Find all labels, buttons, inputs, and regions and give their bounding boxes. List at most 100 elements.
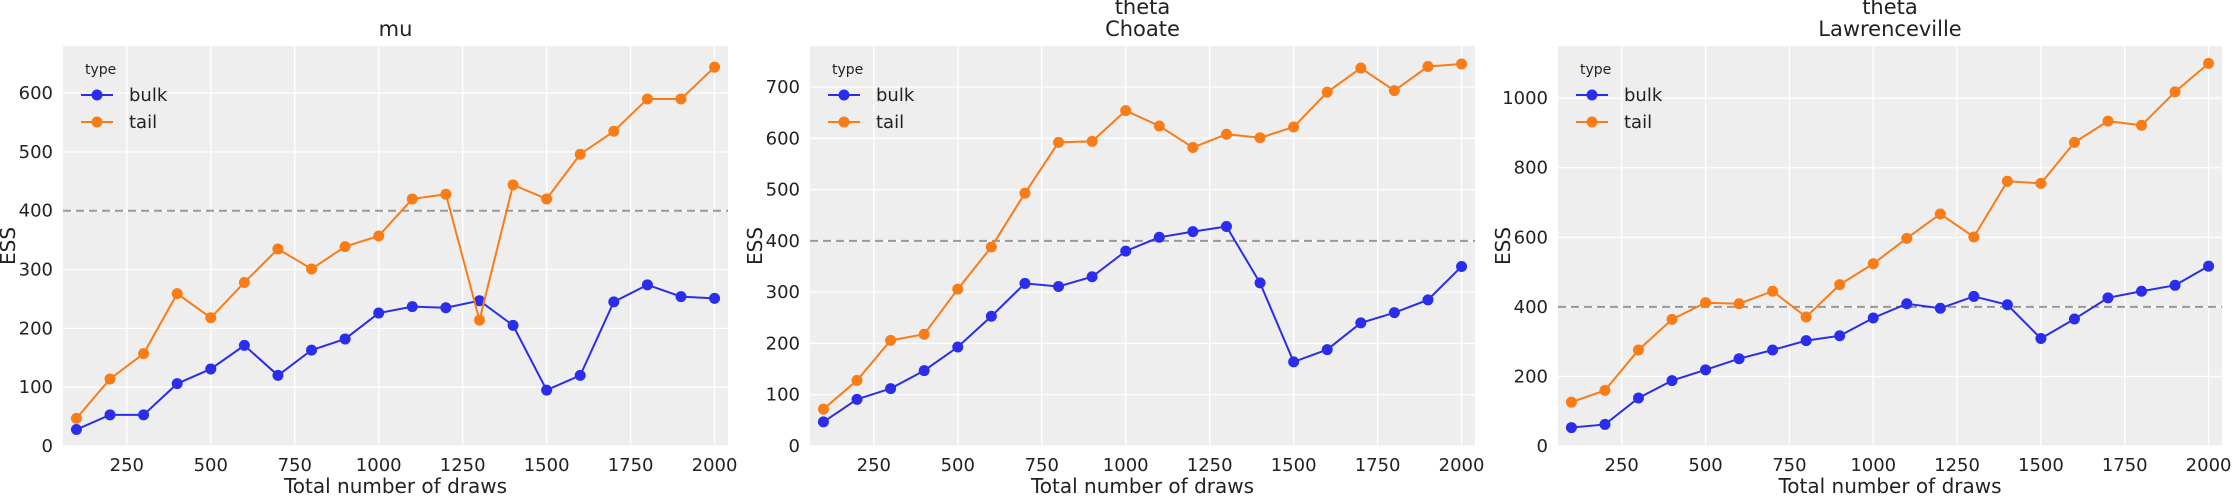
chart-title: Choate [1105, 17, 1180, 41]
legend: type bulk tail [1576, 62, 1663, 133]
data-point-bulk [1700, 364, 1712, 376]
legend-label: bulk [876, 85, 915, 106]
x-tick-label: 750 [1025, 455, 1059, 476]
data-point-bulk [1599, 418, 1611, 430]
x-tick-label: 250 [110, 455, 144, 476]
data-point-bulk [339, 333, 351, 345]
legend-swatch-marker [91, 89, 103, 101]
legend-label: tail [1624, 112, 1652, 133]
y-tick-label: 0 [1537, 436, 1548, 457]
x-tick-label: 2000 [2186, 455, 2232, 476]
data-point-tail [272, 243, 284, 255]
data-point-tail [473, 314, 485, 326]
data-point-tail [339, 241, 351, 253]
data-point-tail [1086, 135, 1098, 147]
data-point-bulk [1901, 298, 1913, 310]
data-point-bulk [440, 302, 452, 314]
data-point-bulk [1254, 277, 1266, 289]
y-tick-label: 600 [19, 83, 53, 104]
data-point-tail [2001, 175, 2013, 187]
data-point-tail [1599, 384, 1611, 396]
data-point-tail [104, 373, 116, 385]
data-point-tail [1388, 85, 1400, 97]
y-tick-label: 500 [766, 180, 800, 201]
x-tick-label: 1500 [2018, 455, 2064, 476]
data-point-bulk [507, 319, 519, 331]
data-point-bulk [1220, 221, 1232, 233]
data-point-bulk [2102, 292, 2114, 304]
y-axis-label: ESS [1491, 227, 1515, 265]
data-point-tail [1254, 132, 1266, 144]
data-point-bulk [138, 409, 150, 421]
data-point-tail [1053, 136, 1065, 148]
data-point-bulk [205, 363, 217, 375]
data-point-tail [1632, 344, 1644, 356]
data-point-tail [1187, 142, 1199, 154]
data-point-tail [952, 283, 964, 295]
data-point-bulk [1565, 422, 1577, 434]
data-point-tail [1019, 187, 1031, 199]
data-point-bulk [373, 307, 385, 319]
data-point-bulk [272, 369, 284, 381]
data-point-bulk [1867, 312, 1879, 324]
data-point-tail [171, 288, 183, 300]
y-tick-label: 600 [1514, 227, 1548, 248]
y-tick-label: 700 [766, 77, 800, 98]
y-tick-label: 200 [19, 318, 53, 339]
legend-swatch-marker [1586, 116, 1598, 128]
chart-panel-3: 250 500 750 1000 1250 1500 1750 2000 0 200 400 600 8… [1491, 0, 2231, 496]
data-point-tail [2203, 57, 2215, 69]
data-point-bulk [1321, 344, 1333, 356]
data-point-tail [205, 312, 217, 324]
y-tick-label: 400 [19, 201, 53, 222]
legend: type bulk tail [828, 62, 915, 133]
y-axis-label: ESS [0, 227, 20, 265]
data-point-tail [608, 125, 620, 137]
y-tick-label: 300 [766, 282, 800, 303]
y-tick-label: 400 [766, 231, 800, 252]
data-point-tail [1288, 121, 1300, 133]
data-point-bulk [406, 301, 418, 313]
data-point-tail [1800, 311, 1812, 323]
data-point-tail [1220, 128, 1232, 140]
x-tick-label: 1250 [1187, 455, 1233, 476]
data-point-bulk [1968, 290, 1980, 302]
legend-swatch-marker [1586, 89, 1598, 101]
data-point-bulk [1355, 317, 1367, 329]
data-point-tail [2035, 177, 2047, 189]
data-point-bulk [70, 424, 82, 436]
data-point-bulk [541, 384, 553, 396]
y-tick-label: 0 [789, 436, 800, 457]
chart-panel-2: 250 500 750 1000 1250 1500 1750 2000 0 100 200 300 4… [743, 0, 1484, 496]
data-point-tail [306, 263, 318, 275]
data-point-bulk [918, 365, 930, 377]
y-tick-label: 200 [1514, 366, 1548, 387]
data-point-bulk [1019, 277, 1031, 289]
data-point-tail [406, 193, 418, 205]
plot-area [1558, 46, 2222, 446]
series-line-bulk [1571, 265, 2210, 429]
data-point-tail [541, 193, 553, 205]
legend-title: type [1580, 62, 1611, 78]
series-line-bulk [822, 225, 1463, 423]
legend-label: bulk [129, 85, 168, 106]
data-point-bulk [1632, 392, 1644, 404]
chart-panel-1: 250 500 750 1000 1250 1500 1750 2000 0 100 200 300 4… [0, 17, 737, 496]
y-tick-label: 200 [766, 333, 800, 354]
data-point-bulk [817, 416, 829, 428]
y-tick-label: 600 [766, 128, 800, 149]
legend-swatch-marker [838, 116, 850, 128]
data-point-bulk [1800, 335, 1812, 347]
x-axis-label: Total number of draws [1777, 474, 2001, 496]
x-tick-label: 1500 [1271, 455, 1317, 476]
data-point-tail [1901, 232, 1913, 244]
data-point-tail [985, 241, 997, 253]
data-point-tail [2169, 86, 2181, 98]
y-tick-label: 800 [1514, 158, 1548, 179]
data-point-bulk [2169, 279, 2181, 291]
data-point-tail [2136, 119, 2148, 131]
x-axis-label: Total number of draws [1030, 474, 1254, 496]
data-point-bulk [885, 383, 897, 395]
data-point-tail [2068, 136, 2080, 148]
data-point-bulk [1733, 353, 1745, 365]
